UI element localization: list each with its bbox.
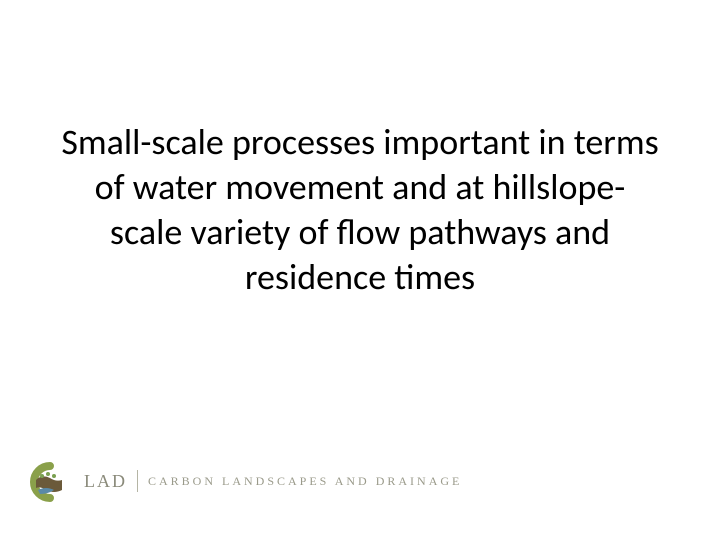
footer-logo: LAD Carbon Landscapes and Drainage <box>20 460 462 502</box>
logo-mark-icon <box>20 460 76 502</box>
slide: Small-scale processes important in terms… <box>0 0 720 540</box>
slide-title: Small-scale processes important in terms… <box>60 120 660 300</box>
logo-divider <box>137 470 138 492</box>
logo-lad-text: LAD <box>84 471 127 492</box>
logo-tagline: Carbon Landscapes and Drainage <box>148 474 462 489</box>
logo-text: LAD Carbon Landscapes and Drainage <box>84 470 462 492</box>
